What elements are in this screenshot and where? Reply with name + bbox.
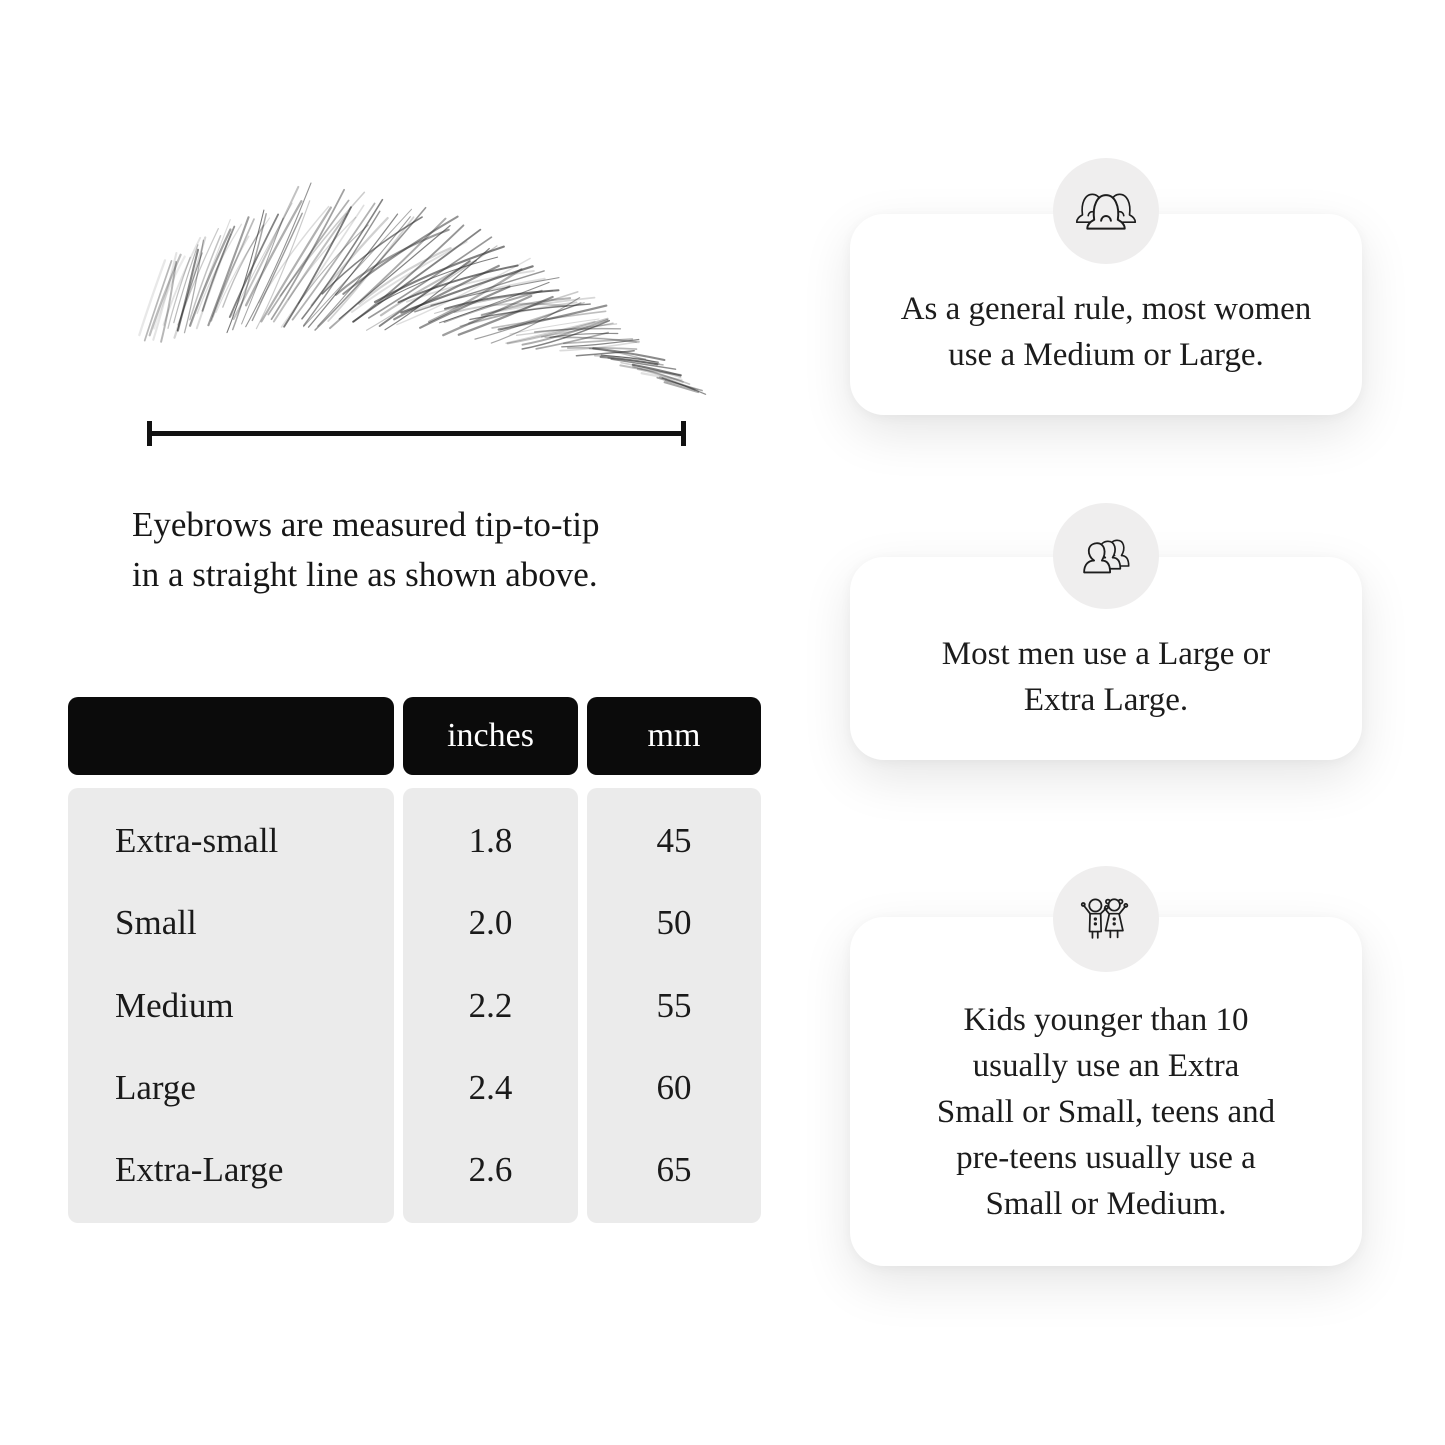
caption-line-1: Eyebrows are measured tip-to-tip (132, 505, 600, 544)
eyebrow-illustration (120, 182, 710, 410)
table-header-inches: inches (403, 697, 578, 775)
card-text-line: usually use an Extra (972, 1048, 1240, 1084)
table-row: Small 2.0 50 (68, 882, 761, 964)
measurement-caption: Eyebrows are measured tip-to-tip in a st… (132, 500, 752, 600)
card-text-line: Extra Large. (1023, 682, 1189, 718)
card-text-line: Small or Small, teens and (936, 1094, 1276, 1130)
size-inches-value: 2.6 (468, 1149, 513, 1189)
table-header-mm: mm (587, 697, 761, 775)
size-inches-value: 2.4 (468, 1067, 513, 1107)
kids-icon (1080, 898, 1129, 939)
men-card-text: Most men use a Large or Extra Large. (850, 631, 1362, 723)
table-body-column-inches (403, 788, 578, 1223)
table-body-column-mm (587, 788, 761, 1223)
card-text-line: pre-teens usually use a (956, 1140, 1256, 1176)
kids-info-card: Kids younger than 10 usually use an Extr… (850, 917, 1362, 1266)
table-row: Large 2.4 60 (68, 1047, 761, 1129)
size-label: Medium (115, 985, 234, 1025)
measurement-bar (147, 431, 686, 436)
card-text-line: As a general rule, most women (900, 291, 1312, 327)
eyebrow-sketch-svg (138, 182, 707, 395)
women-info-card: As a general rule, most women use a Medi… (850, 214, 1362, 415)
kids-icon-circle (1053, 866, 1159, 972)
measurement-line (147, 421, 686, 446)
size-table-rows: Extra-small 1.8 45 Small 2.0 50 Medium 2… (68, 800, 761, 1211)
size-inches-value: 2.0 (468, 903, 513, 943)
size-label: Small (115, 903, 197, 943)
size-label: Extra-Large (115, 1149, 284, 1189)
card-text-line: Kids younger than 10 (963, 1002, 1249, 1038)
women-card-text: As a general rule, most women use a Medi… (850, 286, 1362, 378)
table-body-column-size (68, 788, 394, 1223)
women-group-icon (1075, 193, 1137, 230)
caption-line-2: in a straight line as shown above. (132, 555, 598, 594)
table-row: Medium 2.2 55 (68, 964, 761, 1046)
size-mm-value: 60 (656, 1067, 692, 1107)
women-icon-circle (1053, 158, 1159, 264)
table-header-size (68, 697, 394, 775)
size-inches-value: 1.8 (468, 821, 513, 861)
kids-card-text: Kids younger than 10 usually use an Extr… (850, 997, 1362, 1227)
size-label: Extra-small (115, 821, 279, 861)
table-row: Extra-small 1.8 45 (68, 800, 761, 882)
size-mm-value: 55 (656, 985, 692, 1025)
size-inches-value: 2.2 (468, 985, 513, 1025)
card-text-line: Most men use a Large or (941, 636, 1271, 672)
table-row: Extra-Large 2.6 65 (68, 1129, 761, 1211)
size-mm-value: 50 (656, 903, 692, 943)
size-label: Large (115, 1067, 196, 1107)
size-mm-value: 65 (656, 1149, 692, 1189)
men-icon-circle (1053, 503, 1159, 609)
measurement-right-cap (681, 421, 686, 446)
size-mm-value: 45 (656, 821, 692, 861)
card-text-line: Small or Medium. (985, 1186, 1227, 1222)
card-text-line: use a Medium or Large. (948, 337, 1264, 373)
men-group-icon (1083, 539, 1130, 574)
